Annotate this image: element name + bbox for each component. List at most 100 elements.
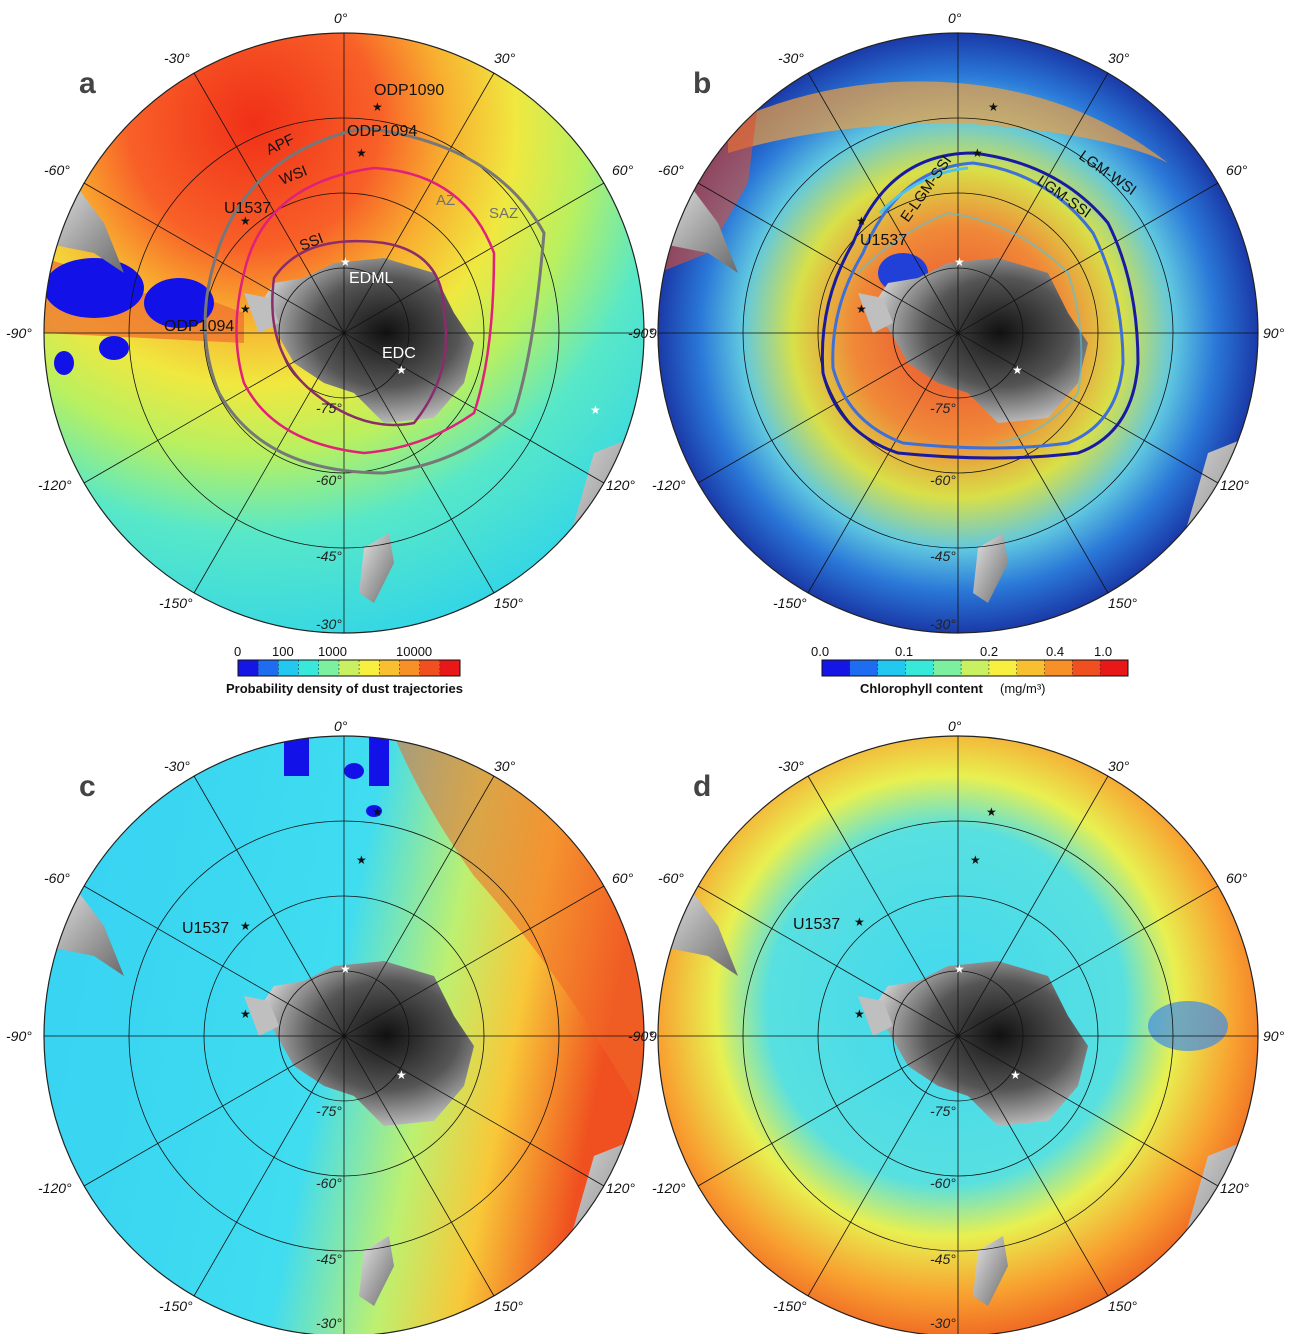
svg-text:-30°: -30° bbox=[930, 616, 956, 632]
svg-text:★: ★ bbox=[988, 100, 999, 114]
svg-text:-60°: -60° bbox=[44, 870, 70, 886]
colorbar-swatch bbox=[905, 660, 934, 676]
front-e-lgm-ssi bbox=[878, 166, 969, 215]
svg-text:150°: 150° bbox=[494, 595, 523, 611]
svg-text:60°: 60° bbox=[1226, 162, 1248, 178]
latitude-labels: -75° -60° -45° -30° bbox=[930, 400, 956, 632]
svg-text:90°: 90° bbox=[1263, 325, 1285, 341]
svg-text:-120°: -120° bbox=[652, 477, 686, 493]
new-zealand-landmass bbox=[359, 533, 394, 603]
svg-text:-30°: -30° bbox=[930, 1315, 956, 1331]
new-zealand-landmass bbox=[973, 1236, 1008, 1306]
front-apf bbox=[203, 126, 546, 475]
svg-text:-120°: -120° bbox=[38, 477, 72, 493]
svg-text:★: ★ bbox=[970, 853, 981, 867]
colorbar-swatch bbox=[278, 660, 300, 676]
svg-text:-60°: -60° bbox=[44, 162, 70, 178]
svg-text:-90°: -90° bbox=[628, 325, 654, 341]
site-markers: ★ ★ ★ ★ ★ ★ bbox=[854, 805, 1021, 1082]
antarctica-landmass bbox=[868, 961, 1088, 1126]
svg-text:★: ★ bbox=[240, 302, 251, 316]
site-markers: ★ ★ ★ ★ ★ ★ ★ bbox=[240, 100, 601, 417]
svg-text:-60°: -60° bbox=[316, 1175, 342, 1191]
svg-text:120°: 120° bbox=[1220, 1180, 1249, 1196]
svg-text:★: ★ bbox=[372, 100, 383, 114]
svg-text:0°: 0° bbox=[334, 10, 348, 26]
latitude-labels: -75° -60° -45° -30° bbox=[316, 400, 342, 632]
svg-text:★: ★ bbox=[986, 805, 997, 819]
colorbar-swatch bbox=[849, 660, 879, 676]
colorbar-unit: (mg/m³) bbox=[1000, 681, 1046, 696]
colorbar-swatch bbox=[933, 660, 962, 676]
colorbar-swatch bbox=[822, 660, 851, 676]
svg-text:-45°: -45° bbox=[930, 548, 956, 564]
svg-text:0.1: 0.1 bbox=[895, 644, 913, 659]
svg-text:-90°: -90° bbox=[6, 1028, 32, 1044]
svg-text:30°: 30° bbox=[1108, 50, 1130, 66]
graticule bbox=[44, 33, 644, 633]
panel-letter: d bbox=[693, 770, 711, 803]
colorbar-swatch bbox=[439, 660, 461, 676]
svg-text:0.0: 0.0 bbox=[811, 644, 829, 659]
svg-text:SAZ: SAZ bbox=[489, 205, 518, 222]
svg-text:★: ★ bbox=[340, 255, 351, 269]
svg-text:★: ★ bbox=[954, 962, 965, 976]
svg-text:★: ★ bbox=[854, 1007, 865, 1021]
dust-low-patch bbox=[44, 258, 144, 318]
colorbar-swatch bbox=[1016, 660, 1046, 676]
svg-text:ODP1094: ODP1094 bbox=[164, 318, 234, 335]
svg-text:60°: 60° bbox=[612, 870, 634, 886]
site-label: U1537 bbox=[182, 920, 229, 937]
svg-text:EDML: EDML bbox=[349, 270, 394, 287]
svg-text:★: ★ bbox=[856, 214, 867, 228]
colorbar-swatch bbox=[1044, 660, 1073, 676]
svg-text:★: ★ bbox=[372, 805, 383, 819]
colorbar-dust: 0 100 1000 10000 Probability density of … bbox=[226, 644, 463, 696]
svg-text:★: ★ bbox=[396, 1068, 407, 1082]
panel-a: a 0° 30° 60° 90° 120° 150° -30° -60° -90… bbox=[6, 10, 671, 634]
svg-text:90°: 90° bbox=[1263, 1028, 1285, 1044]
svg-text:★: ★ bbox=[856, 302, 867, 316]
colorbar-swatch bbox=[419, 660, 441, 676]
svg-text:★: ★ bbox=[1012, 363, 1023, 377]
front-wsi bbox=[235, 166, 496, 455]
new-zealand-landmass bbox=[359, 1236, 394, 1306]
colorbar-swatch bbox=[988, 660, 1018, 676]
svg-text:-150°: -150° bbox=[159, 1298, 193, 1314]
svg-text:★: ★ bbox=[396, 363, 407, 377]
svg-text:-60°: -60° bbox=[658, 162, 684, 178]
longitude-labels: 0° 30° 60° 90° 120° 150° -30° -60° -90° … bbox=[628, 718, 1285, 1314]
svg-text:1.0: 1.0 bbox=[1094, 644, 1112, 659]
svg-text:30°: 30° bbox=[494, 758, 516, 774]
colorbar-swatch bbox=[318, 660, 340, 676]
antarctica-landmass bbox=[868, 258, 1088, 423]
svg-text:EDC: EDC bbox=[382, 345, 416, 362]
svg-text:-120°: -120° bbox=[38, 1180, 72, 1196]
colorbar-swatches bbox=[822, 660, 1129, 676]
front-lgm-ssi bbox=[831, 161, 1125, 450]
svg-text:120°: 120° bbox=[1220, 477, 1249, 493]
svg-text:-75°: -75° bbox=[316, 400, 342, 416]
svg-text:-30°: -30° bbox=[316, 1315, 342, 1331]
colorbar-swatch bbox=[399, 660, 421, 676]
svg-text:100: 100 bbox=[272, 644, 294, 659]
svg-text:-30°: -30° bbox=[164, 758, 190, 774]
panel-b: b 0° 30° 60° 90° 120° 150° -30° -60° -90… bbox=[628, 10, 1285, 634]
svg-text:-60°: -60° bbox=[316, 472, 342, 488]
longitude-labels: 0° 30° 60° 90° 120° 150° -30° -60° -90° … bbox=[6, 718, 671, 1314]
front-lgm-wsi bbox=[820, 151, 1140, 460]
svg-text:150°: 150° bbox=[1108, 595, 1137, 611]
svg-text:-150°: -150° bbox=[773, 595, 807, 611]
antarctica-landmass bbox=[254, 258, 474, 423]
longitude-labels: 0° 30° 60° 90° 120° 150° -30° -60° -90° … bbox=[6, 10, 671, 611]
latitude-labels: -75° -60° -45° -30° bbox=[930, 1103, 956, 1331]
graticule bbox=[658, 736, 1258, 1334]
colorbar-swatches bbox=[238, 660, 461, 676]
svg-text:★: ★ bbox=[356, 853, 367, 867]
svg-text:-75°: -75° bbox=[930, 1103, 956, 1119]
svg-text:★: ★ bbox=[1010, 1068, 1021, 1082]
svg-text:-75°: -75° bbox=[930, 400, 956, 416]
svg-text:10000: 10000 bbox=[396, 644, 432, 659]
svg-text:0.4: 0.4 bbox=[1046, 644, 1064, 659]
longitude-labels: 0° 30° 60° 90° 120° 150° -30° -60° -90° … bbox=[628, 10, 1285, 611]
